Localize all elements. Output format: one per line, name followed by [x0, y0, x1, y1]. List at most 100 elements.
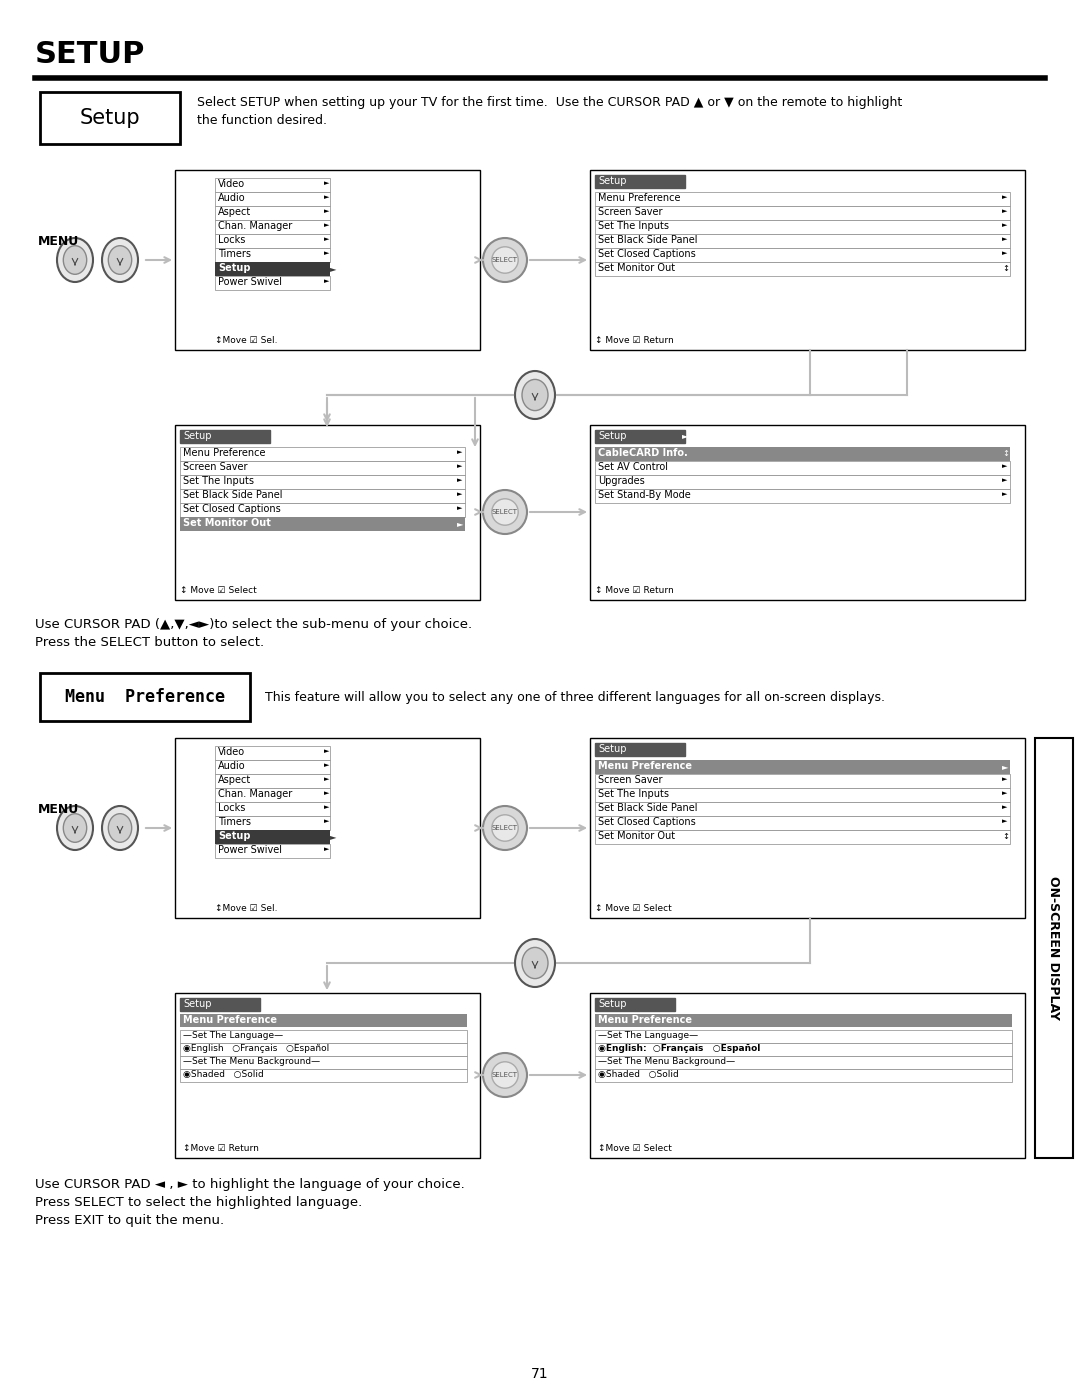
Text: Menu Preference: Menu Preference [183, 448, 266, 458]
Text: ↕Move ☑ Return: ↕Move ☑ Return [183, 1144, 259, 1153]
Text: ►: ► [457, 448, 462, 455]
Text: Locks: Locks [218, 803, 245, 813]
Text: —Set The Language—: —Set The Language— [183, 1031, 283, 1039]
Ellipse shape [64, 246, 86, 274]
Ellipse shape [57, 806, 93, 849]
Text: Menu Preference: Menu Preference [183, 1016, 276, 1025]
Text: Aspect: Aspect [218, 207, 252, 217]
Bar [215, 774, 330, 788]
Text: ►: ► [1002, 208, 1008, 214]
Bar [215, 235, 330, 249]
Text: SETUP: SETUP [35, 41, 146, 68]
Bar [180, 997, 260, 1011]
Text: MENU: MENU [38, 235, 79, 249]
Bar [595, 191, 1010, 205]
Text: Set Monitor Out: Set Monitor Out [598, 831, 675, 841]
Text: ↕Move ☑ Select: ↕Move ☑ Select [598, 1144, 672, 1153]
Bar [595, 1014, 1012, 1027]
Bar [215, 760, 330, 774]
Text: Set Closed Captions: Set Closed Captions [183, 504, 281, 514]
Text: ►: ► [1002, 236, 1008, 242]
Text: ◉English   ○Français   ○Español: ◉English ○Français ○Español [183, 1044, 329, 1053]
Text: ►: ► [1002, 789, 1008, 796]
Bar [595, 489, 1010, 503]
Text: ►: ► [1002, 476, 1008, 483]
Text: Menu Preference: Menu Preference [598, 193, 680, 203]
Ellipse shape [102, 806, 138, 849]
Text: ►: ► [324, 250, 329, 256]
Ellipse shape [491, 814, 518, 841]
Text: Locks: Locks [218, 235, 245, 244]
Bar [180, 475, 465, 489]
Bar [595, 830, 1010, 844]
Bar [180, 1056, 467, 1069]
Bar [595, 430, 685, 443]
Bar [595, 461, 1010, 475]
Text: CableCARD Info.: CableCARD Info. [598, 448, 688, 458]
Text: ►: ► [324, 747, 329, 754]
Bar [1035, 738, 1074, 1158]
Ellipse shape [102, 237, 138, 282]
Text: ►: ► [1002, 462, 1008, 469]
Ellipse shape [57, 237, 93, 282]
Text: Set The Inputs: Set The Inputs [598, 789, 669, 799]
Text: ►: ► [457, 476, 462, 483]
Text: Set Black Side Panel: Set Black Side Panel [598, 235, 698, 244]
Bar [595, 235, 1010, 249]
Text: Timers: Timers [218, 249, 251, 258]
Text: ↕Move ☑ Sel.: ↕Move ☑ Sel. [215, 904, 278, 914]
Text: ►: ► [324, 775, 329, 782]
Text: ◉English:  ○Français   ○Español: ◉English: ○Français ○Español [598, 1044, 760, 1053]
Bar [595, 997, 675, 1011]
Bar [215, 277, 330, 291]
Bar [215, 249, 330, 263]
Bar [215, 177, 330, 191]
Text: Setup: Setup [598, 999, 626, 1009]
Text: ►: ► [1002, 761, 1009, 771]
Text: SELECT: SELECT [492, 826, 518, 831]
Bar [595, 1056, 1012, 1069]
Bar [215, 844, 330, 858]
Bar [180, 503, 465, 517]
Text: Setup: Setup [598, 176, 626, 186]
Bar [595, 788, 1010, 802]
Bar [180, 447, 465, 461]
Text: Menu Preference: Menu Preference [598, 761, 692, 771]
Bar [175, 425, 480, 599]
Text: ►: ► [681, 432, 689, 440]
Text: Use CURSOR PAD (▲,▼,◄►)to select the sub-menu of your choice.
Press the SELECT b: Use CURSOR PAD (▲,▼,◄►)to select the sub… [35, 617, 472, 650]
Text: ↕: ↕ [1002, 833, 1009, 841]
Text: ►: ► [324, 278, 329, 284]
Text: Audio: Audio [218, 193, 245, 203]
Text: ►: ► [324, 194, 329, 200]
Bar [590, 993, 1025, 1158]
Bar [590, 738, 1025, 918]
Text: Setup: Setup [218, 263, 251, 272]
Ellipse shape [108, 246, 132, 274]
Text: Select SETUP when setting up your TV for the first time.  Use the CURSOR PAD ▲ o: Select SETUP when setting up your TV for… [197, 96, 902, 127]
Ellipse shape [522, 380, 548, 411]
Text: ↕Move ☑ Sel.: ↕Move ☑ Sel. [215, 337, 278, 345]
Bar [180, 1044, 467, 1056]
Bar [590, 170, 1025, 351]
Ellipse shape [491, 1062, 518, 1088]
Bar [180, 1069, 467, 1083]
Ellipse shape [515, 939, 555, 988]
Text: ►: ► [324, 236, 329, 242]
Bar [595, 760, 1010, 774]
Bar [595, 249, 1010, 263]
Text: Power Swivel: Power Swivel [218, 845, 282, 855]
Text: Audio: Audio [218, 761, 245, 771]
Text: This feature will allow you to select any one of three different languages for a: This feature will allow you to select an… [265, 690, 885, 704]
Bar [215, 816, 330, 830]
Bar [595, 447, 1010, 461]
Bar [595, 802, 1010, 816]
Text: Screen Saver: Screen Saver [598, 207, 662, 217]
Ellipse shape [483, 806, 527, 849]
Text: Timers: Timers [218, 817, 251, 827]
Bar [215, 802, 330, 816]
Text: ↕ Move ☑ Select: ↕ Move ☑ Select [180, 585, 257, 595]
Text: ►: ► [457, 504, 462, 511]
Text: Chan. Manager: Chan. Manager [218, 789, 293, 799]
Ellipse shape [64, 813, 86, 842]
